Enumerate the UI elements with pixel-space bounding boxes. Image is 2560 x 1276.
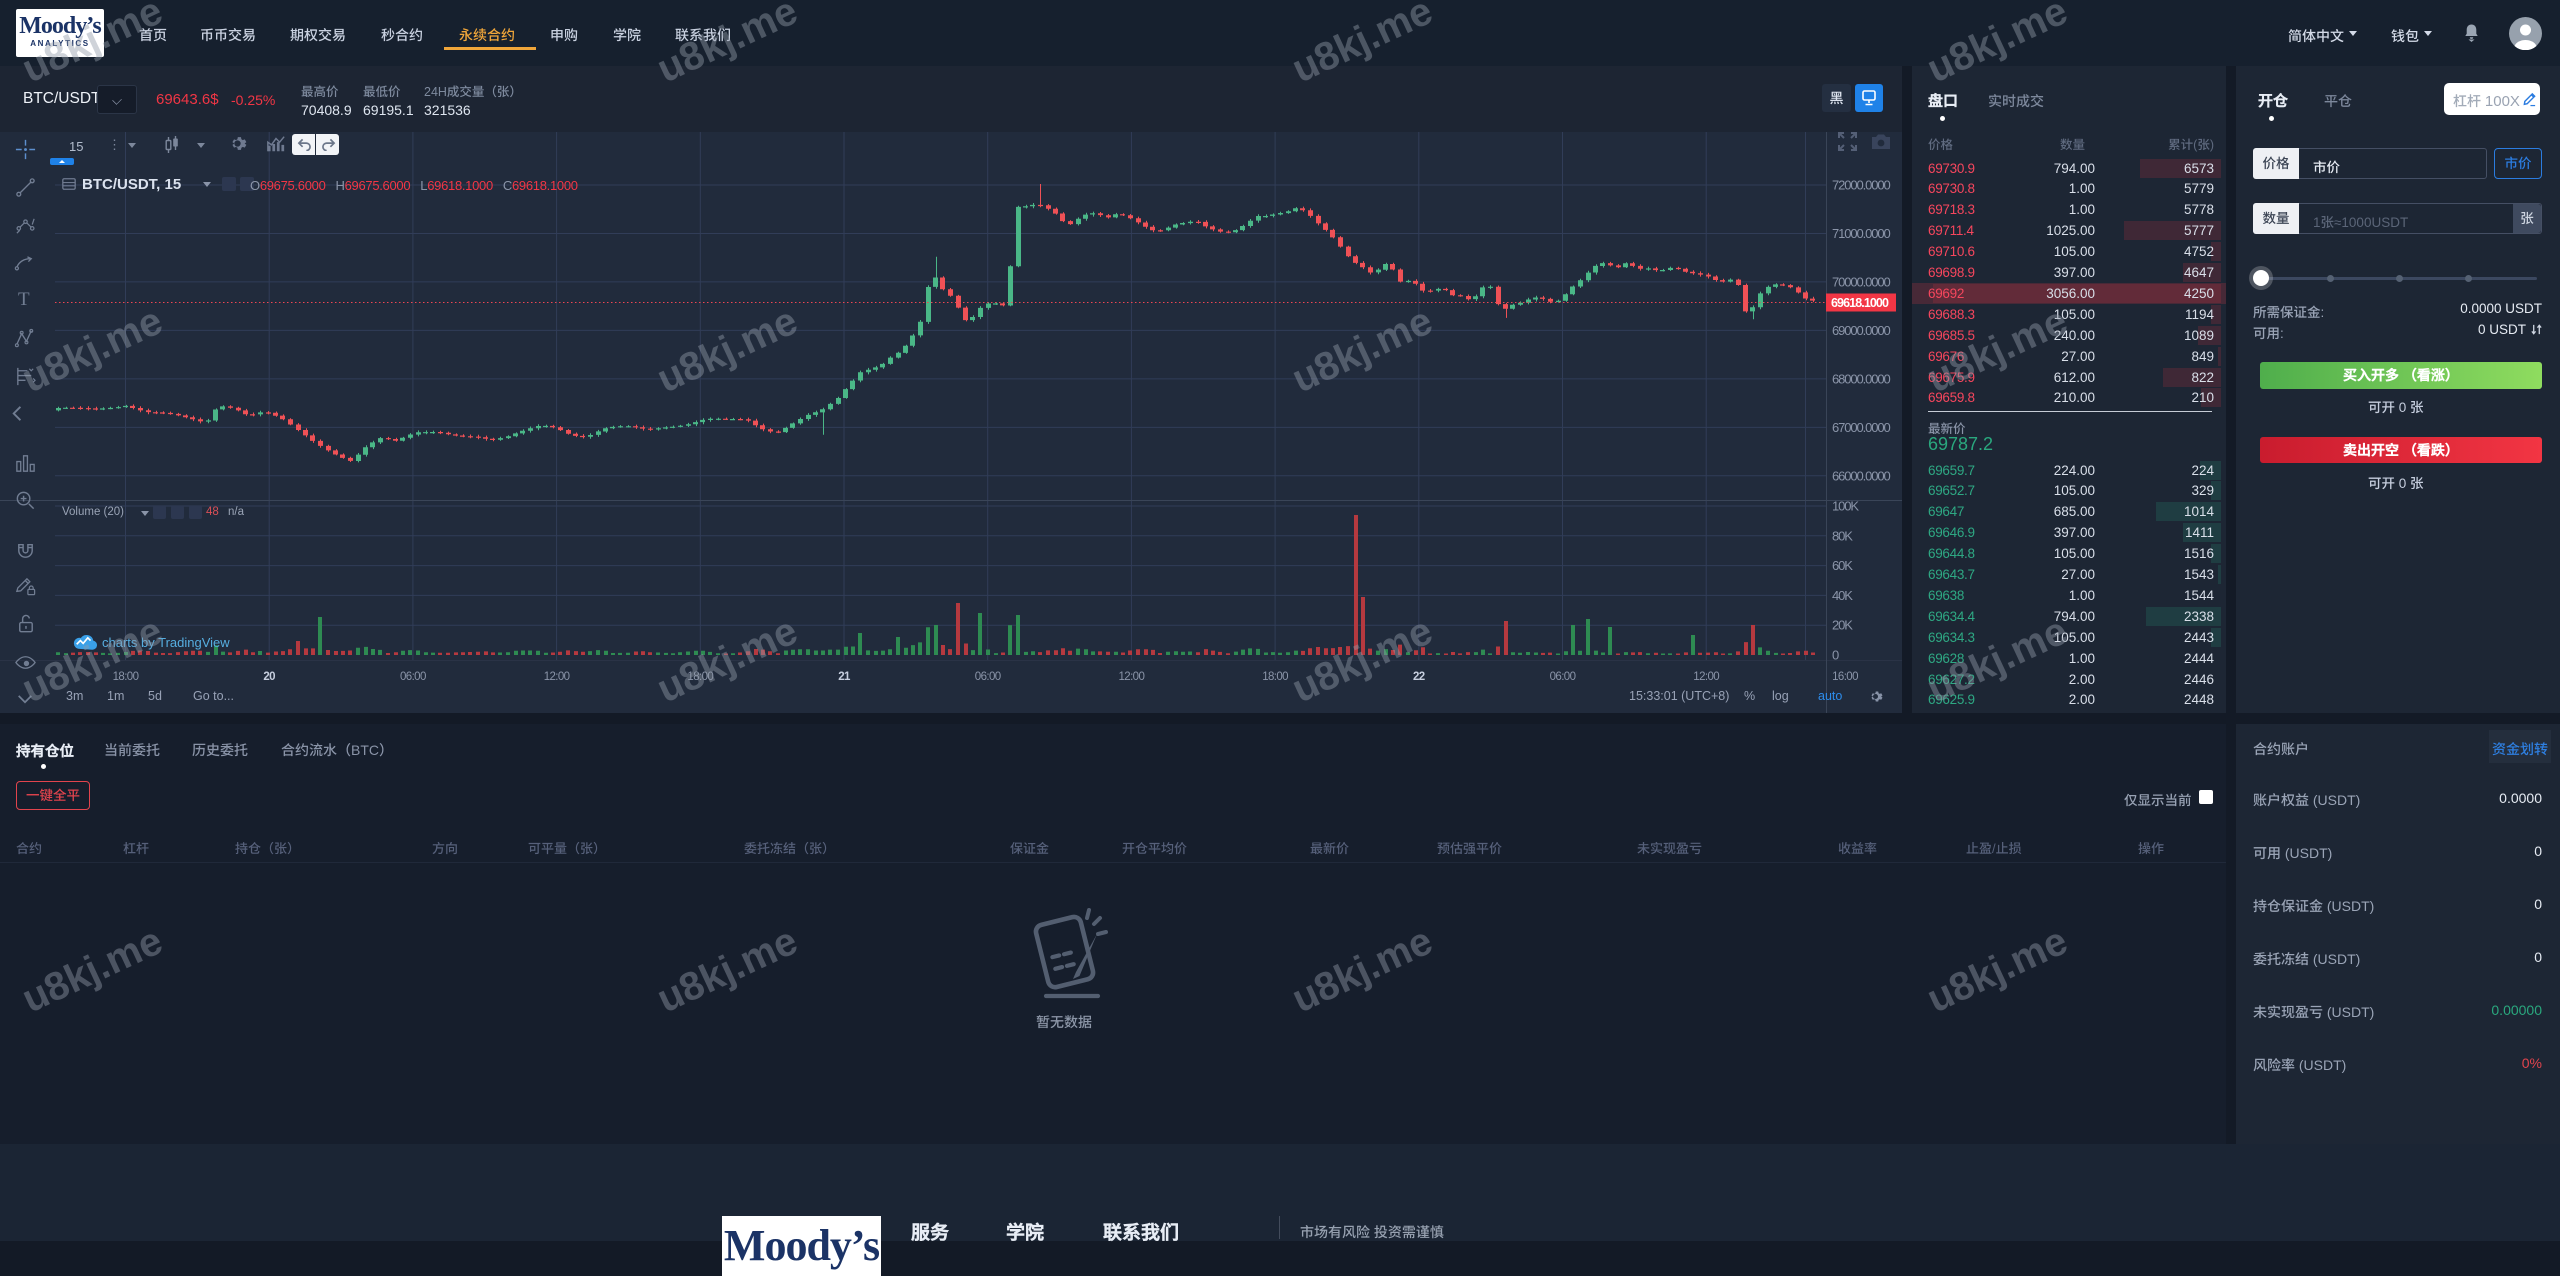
svg-text:66000.0000: 66000.0000 bbox=[1832, 468, 1891, 483]
svg-text:18:00: 18:00 bbox=[113, 671, 139, 683]
svg-text:71000.0000: 71000.0000 bbox=[1832, 226, 1891, 241]
svg-text:18:00: 18:00 bbox=[1262, 671, 1288, 683]
svg-text:06:00: 06:00 bbox=[400, 671, 426, 683]
svg-text:12:00: 12:00 bbox=[1119, 671, 1145, 683]
svg-text:18:00: 18:00 bbox=[687, 671, 713, 683]
svg-text:06:00: 06:00 bbox=[1550, 671, 1576, 683]
svg-text:68000.0000: 68000.0000 bbox=[1832, 371, 1891, 386]
svg-text:72000.0000: 72000.0000 bbox=[1832, 178, 1891, 193]
svg-text:60K: 60K bbox=[1832, 558, 1853, 573]
svg-text:22: 22 bbox=[1413, 671, 1425, 683]
svg-text:40K: 40K bbox=[1832, 588, 1853, 603]
svg-text:67000.0000: 67000.0000 bbox=[1832, 420, 1891, 435]
svg-text:69000.0000: 69000.0000 bbox=[1832, 323, 1891, 338]
svg-text:69618.1000: 69618.1000 bbox=[1831, 296, 1889, 310]
svg-text:21: 21 bbox=[838, 671, 851, 683]
svg-text:20: 20 bbox=[263, 671, 275, 683]
svg-text:70000.0000: 70000.0000 bbox=[1832, 274, 1891, 289]
svg-text:12:00: 12:00 bbox=[1693, 671, 1719, 683]
svg-text:20K: 20K bbox=[1832, 618, 1853, 633]
svg-text:06:00: 06:00 bbox=[975, 671, 1001, 683]
svg-text:0: 0 bbox=[1832, 648, 1839, 663]
svg-text:16:00: 16:00 bbox=[1832, 671, 1858, 683]
svg-text:100K: 100K bbox=[1832, 499, 1859, 514]
svg-text:12:00: 12:00 bbox=[544, 671, 570, 683]
svg-text:80K: 80K bbox=[1832, 528, 1853, 543]
